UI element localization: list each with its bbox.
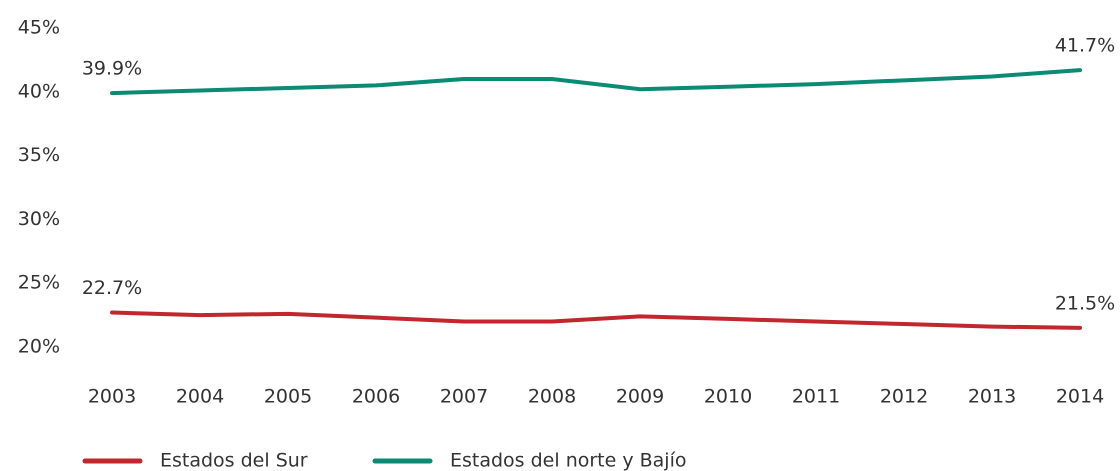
x-tick-label: 2009: [616, 386, 664, 408]
x-tick-label: 2014: [1056, 386, 1104, 408]
data-label: 22.7%: [82, 277, 142, 299]
y-tick-label: 35%: [18, 144, 60, 166]
x-tick-label: 2012: [880, 386, 928, 408]
series-line: [110, 310, 1082, 330]
x-tick-label: 2007: [440, 386, 488, 408]
legend-label: Estados del Sur: [160, 450, 308, 471]
data-label: 39.9%: [82, 58, 142, 80]
y-tick-label: 30%: [18, 208, 60, 230]
x-tick-label: 2006: [352, 386, 400, 408]
y-tick-label: 40%: [18, 80, 60, 102]
data-label: 41.7%: [1055, 35, 1115, 57]
x-tick-label: 2004: [176, 386, 224, 408]
y-tick-label: 45%: [18, 17, 60, 39]
y-tick-label: 20%: [18, 336, 60, 358]
series-line: [110, 68, 1082, 96]
x-tick-label: 2005: [264, 386, 312, 408]
x-tick-label: 2011: [792, 386, 840, 408]
x-tick-label: 2010: [704, 386, 752, 408]
x-tick-label: 2008: [528, 386, 576, 408]
x-tick-label: 2013: [968, 386, 1016, 408]
x-tick-label: 2003: [88, 386, 136, 408]
legend-label: Estados del norte y Bajío: [450, 450, 687, 471]
y-tick-label: 25%: [18, 272, 60, 294]
data-label: 21.5%: [1055, 292, 1115, 314]
